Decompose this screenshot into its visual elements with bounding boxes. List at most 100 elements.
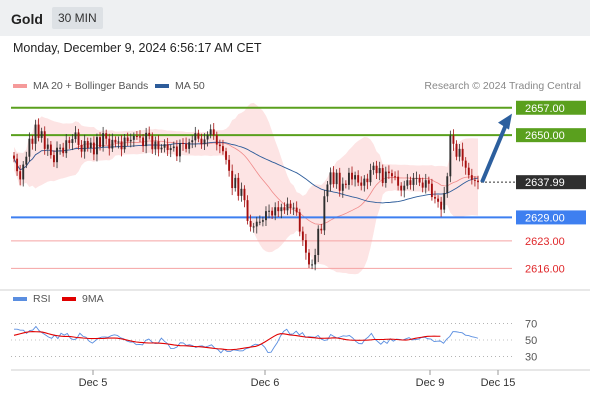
candle-body [477, 180, 479, 183]
candle-body [387, 171, 390, 174]
candle-body [132, 135, 135, 140]
candle-body [46, 144, 49, 149]
candle-body [28, 138, 31, 157]
candle-body [145, 132, 148, 147]
candle-body [139, 136, 141, 138]
candle-body [222, 146, 224, 152]
copyright-label: Research © 2024 Trading Central [424, 80, 581, 92]
ma9-legend-swatch [62, 297, 76, 301]
candle-body [283, 207, 286, 211]
candle-body [301, 231, 304, 241]
candle-body [225, 151, 227, 160]
candle-body [203, 139, 206, 145]
candle-body [40, 131, 43, 138]
candle-body [384, 171, 387, 183]
ma50-legend-swatch [155, 84, 169, 88]
candle-body [446, 176, 449, 194]
candle-body [68, 140, 71, 143]
candle-body [412, 177, 415, 185]
candle-body [394, 176, 396, 178]
candle-body [237, 177, 240, 196]
candle-body [135, 135, 138, 137]
candle-body [200, 138, 203, 145]
candle-body [142, 137, 145, 147]
candle-body [360, 182, 363, 186]
candle-body [372, 165, 375, 171]
candle-body [323, 196, 326, 231]
candle-body [160, 147, 163, 150]
bollinger-legend-label: MA 20 + Bollinger Bands [33, 80, 149, 92]
candle-body [218, 144, 221, 147]
candle-body [243, 188, 246, 201]
candle-body [166, 144, 169, 151]
candle-body [326, 184, 329, 197]
candle-body [320, 228, 323, 231]
level-label-2623: 2623.00 [525, 236, 565, 248]
timeframe-badge[interactable]: 30 MIN [52, 7, 103, 29]
datetime-label: Monday, December 9, 2024 6:56:17 AM CET [13, 41, 262, 55]
candle-body [172, 146, 175, 149]
candle-body [406, 180, 409, 186]
candle-body [105, 133, 108, 139]
candle-body [25, 156, 28, 165]
candle-body [74, 132, 77, 140]
candle-body [329, 172, 332, 185]
candle-body [335, 172, 338, 185]
candle-body [403, 185, 406, 191]
candle-body [400, 185, 403, 191]
candle-body [209, 129, 212, 135]
candle-body [178, 143, 181, 157]
candle-body [191, 140, 194, 143]
candle-body [289, 203, 292, 209]
candle-body [338, 172, 341, 191]
candle-body [240, 188, 243, 196]
candle-body [258, 221, 261, 223]
candle-body [52, 155, 55, 163]
candle-body [341, 183, 344, 191]
candle-body [86, 141, 89, 149]
rsi-legend-swatch [13, 297, 27, 301]
last-price-badge [516, 175, 586, 190]
level-badge-2657 [516, 100, 586, 115]
candle-body [80, 144, 83, 152]
candle-body [378, 168, 381, 174]
candle-body [37, 124, 40, 138]
candle-body [347, 172, 350, 185]
candle-body [418, 177, 421, 183]
candle-body [298, 212, 301, 232]
x-tick-label: Dec 6 [251, 377, 280, 389]
candle-body [265, 211, 267, 221]
candle-body [120, 141, 123, 150]
candle-body [351, 172, 353, 180]
x-tick-label: Dec 9 [416, 377, 445, 389]
candle-body [108, 138, 111, 149]
candle-body [163, 144, 166, 148]
candle-body [397, 176, 400, 186]
candle-body [215, 135, 218, 145]
level-badge-2650 [516, 128, 586, 143]
candle-body [357, 175, 360, 183]
candle-body [354, 175, 357, 180]
candle-body [440, 201, 443, 210]
candle-body [212, 129, 215, 136]
candle-body [252, 226, 255, 228]
candle-body [443, 193, 446, 210]
candle-body [461, 148, 464, 161]
level-label-2616: 2616.00 [525, 263, 565, 275]
candle-body [154, 141, 157, 150]
candle-body [369, 170, 372, 183]
candle-body [467, 167, 470, 176]
candle-body [455, 143, 458, 157]
candle-body [59, 147, 62, 149]
candle-body [77, 132, 80, 145]
candle-body [277, 207, 280, 212]
candle-body [129, 139, 132, 142]
rsi-legend-label: RSI [33, 293, 51, 305]
level-label-2650: 2650.00 [525, 130, 565, 142]
candle-body [13, 155, 15, 159]
candle-body [381, 168, 384, 183]
rsi-ma9-line [13, 331, 441, 351]
candle-body [62, 147, 65, 154]
candle-body [268, 210, 270, 212]
